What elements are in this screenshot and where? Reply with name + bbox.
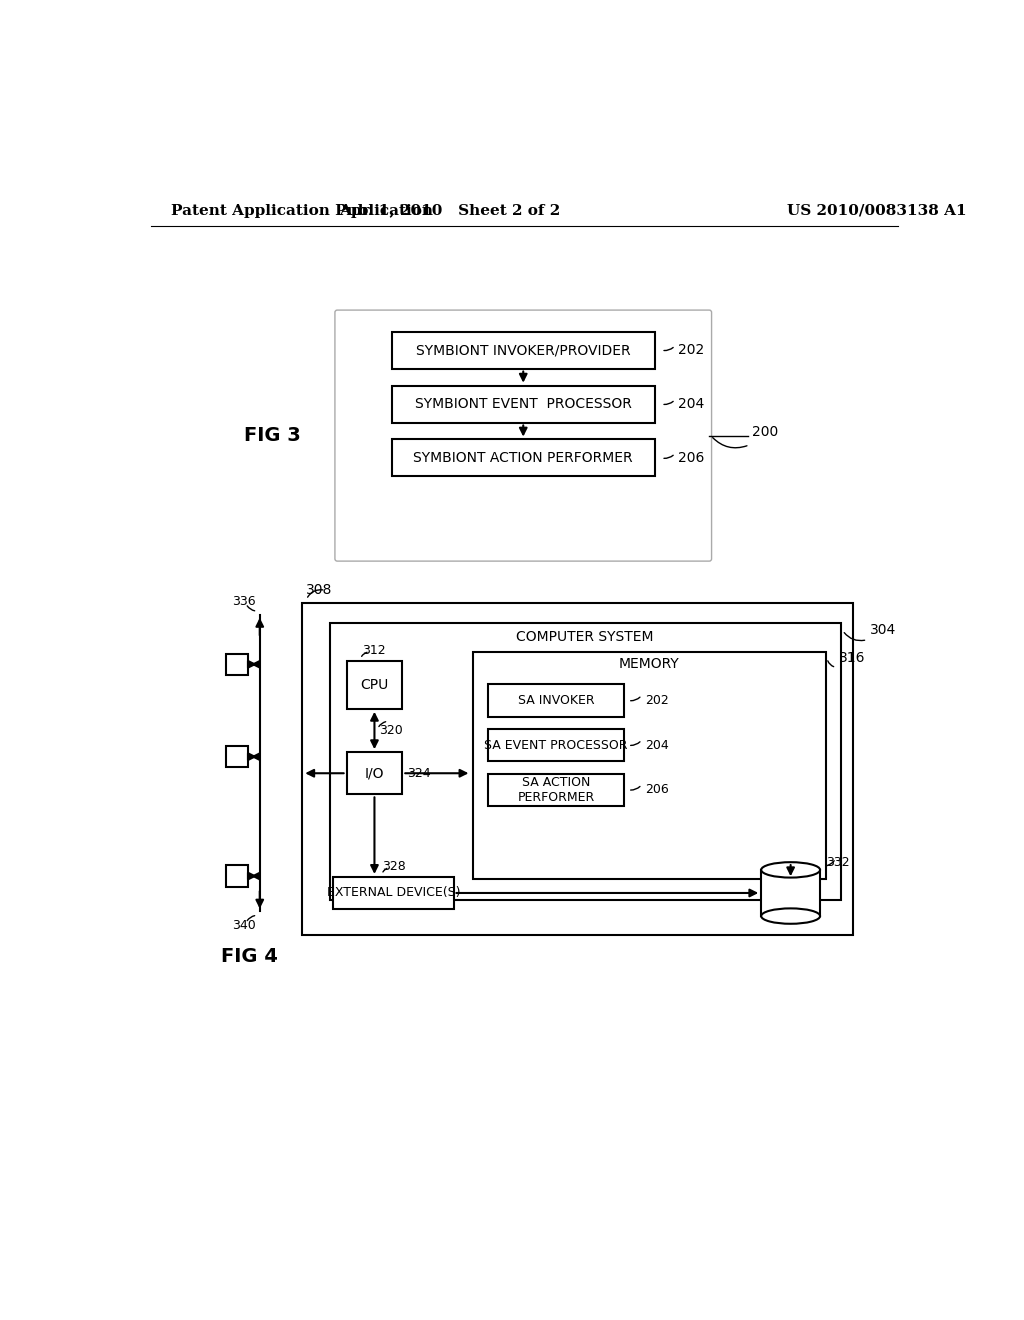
Ellipse shape [761,908,820,924]
Text: CPU: CPU [360,678,388,692]
Bar [346,661,402,709]
Bar [488,729,624,762]
Bar [302,603,853,935]
Bar [391,331,655,368]
Text: 316: 316 [839,651,865,665]
Text: Apr. 1, 2010   Sheet 2 of 2: Apr. 1, 2010 Sheet 2 of 2 [339,203,560,218]
Text: 320: 320 [379,723,402,737]
Text: 332: 332 [826,855,850,869]
Bar [226,653,248,675]
Text: 336: 336 [232,594,256,607]
Text: SA ACTION
PERFORMER: SA ACTION PERFORMER [517,776,595,804]
Text: MEMORY: MEMORY [618,657,680,672]
Text: 206: 206 [678,451,705,465]
Bar [761,916,820,924]
Text: 312: 312 [362,644,386,657]
Text: 206: 206 [645,783,669,796]
Bar [391,385,655,422]
Text: 324: 324 [407,767,431,780]
Text: COMPUTER SYSTEM: COMPUTER SYSTEM [516,630,654,644]
Ellipse shape [761,862,820,878]
Text: SA INVOKER: SA INVOKER [518,694,595,708]
Bar [473,652,825,879]
Text: SYMBIONT ACTION PERFORMER: SYMBIONT ACTION PERFORMER [414,451,633,465]
Text: 200: 200 [752,425,778,438]
Bar [488,684,624,717]
Text: US 2010/0083138 A1: US 2010/0083138 A1 [786,203,967,218]
Text: SYMBIONT INVOKER/PROVIDER: SYMBIONT INVOKER/PROVIDER [416,343,631,358]
Bar [391,440,655,477]
Text: 308: 308 [306,582,333,597]
Text: SA EVENT PROCESSOR: SA EVENT PROCESSOR [484,739,628,751]
Bar [346,752,402,795]
Text: 204: 204 [645,739,669,751]
Text: 202: 202 [645,694,669,708]
Bar [226,746,248,767]
Text: 304: 304 [869,623,896,638]
Bar [226,866,248,887]
Text: I/O: I/O [365,766,384,780]
Bar [330,623,841,900]
Bar [488,774,624,807]
FancyBboxPatch shape [335,310,712,561]
Text: 204: 204 [678,397,705,411]
Text: SYMBIONT EVENT  PROCESSOR: SYMBIONT EVENT PROCESSOR [415,397,632,411]
Bar [761,870,820,916]
Text: 328: 328 [382,859,406,873]
Text: FIG 4: FIG 4 [221,946,278,966]
Text: 202: 202 [678,343,705,358]
Text: Patent Application Publication: Patent Application Publication [171,203,432,218]
Text: EXTERNAL DEVICE(S): EXTERNAL DEVICE(S) [327,887,460,899]
Bar [334,876,454,909]
Text: 340: 340 [232,919,256,932]
Text: FIG 3: FIG 3 [245,426,301,445]
